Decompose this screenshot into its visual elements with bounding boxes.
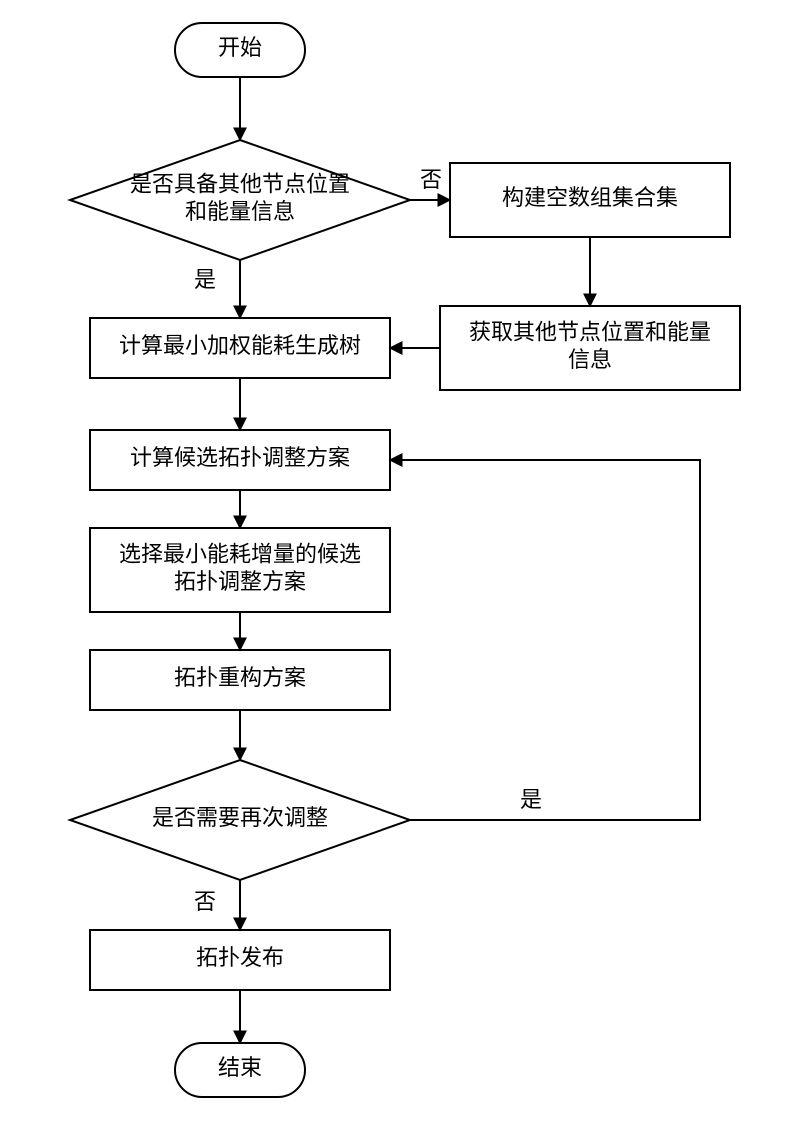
label-p_mst: 计算最小加权能耗生成树 [119,333,361,358]
label-p_pub: 拓扑发布 [196,945,284,970]
edge-10 [390,460,700,820]
label-end: 结束 [218,1055,262,1080]
label-d2: 是否需要再次调整 [152,805,328,830]
edge-label-10: 是 [520,787,542,812]
label-start: 开始 [218,35,262,60]
label-p_sel-0: 选择最小能耗增量的候选 [119,541,361,566]
edge-label-9: 否 [194,889,216,914]
label-p_recon: 拓扑重构方案 [174,665,306,690]
label-d1-1: 和能量信息 [185,199,295,224]
label-p_get-0: 获取其他节点位置和能量 [469,319,711,344]
edge-label-2: 否 [420,167,442,192]
label-p_get-1: 信息 [568,347,612,372]
label-d1-0: 是否具备其他节点位置 [130,171,350,196]
edge-label-1: 是 [194,267,216,292]
label-p_sel-1: 拓扑调整方案 [174,569,306,594]
label-p_empty: 构建空数组集合集 [502,185,678,210]
flowchart-canvas: 开始是否具备其他节点位置和能量信息构建空数组集合集获取其他节点位置和能量信息计算… [0,0,800,1133]
label-p_cand: 计算候选拓扑调整方案 [130,445,350,470]
